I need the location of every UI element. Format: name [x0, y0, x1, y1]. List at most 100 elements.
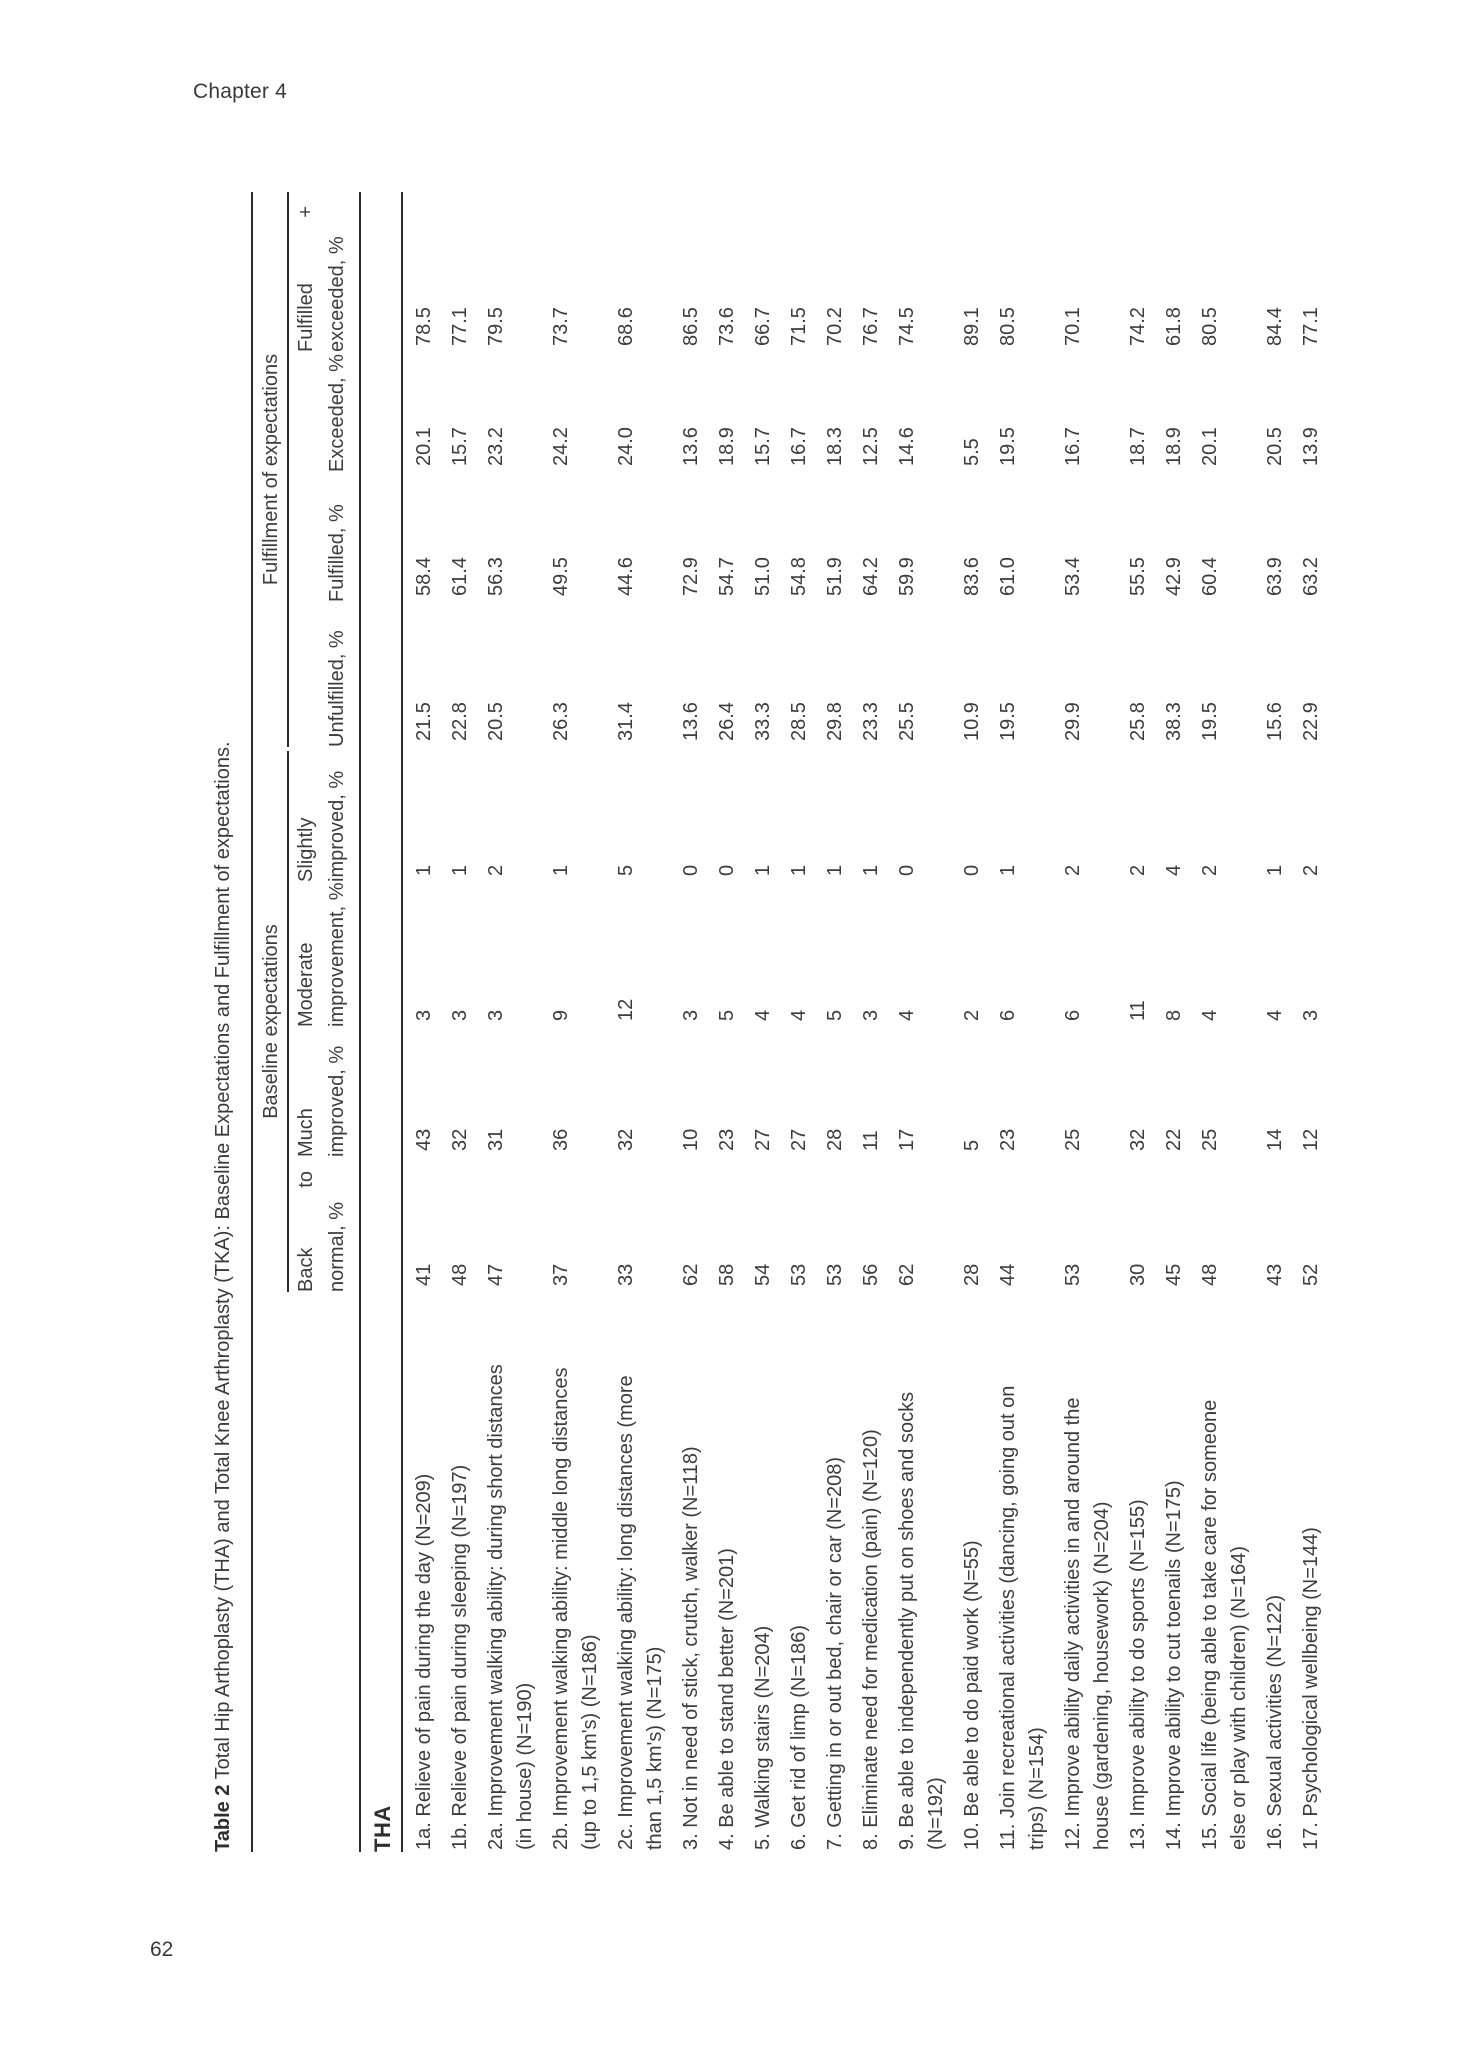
- column-header-line2: normal, %: [326, 1201, 348, 1292]
- value-cell-col6: 54.8: [788, 557, 810, 596]
- row-label-line: 10. Be able to do paid work (N=55): [961, 1540, 983, 1850]
- row-label-line: 1b. Relieve of pain during sleeping (N=1…: [449, 1464, 471, 1850]
- value-cell-col5: 23.3: [860, 702, 882, 741]
- column-header-line2: exceeded, %: [326, 236, 348, 352]
- value-cell-col6: 61.4: [449, 557, 471, 596]
- value-cell-col7: 12.5: [860, 427, 882, 466]
- table-row: 16. Sexual activities (N=122) 43 14 4 1 15.6 6…: [1254, 192, 1290, 1852]
- value-cell-col8: 80.5: [1199, 307, 1221, 346]
- value-cell-col1: 53: [824, 1263, 846, 1286]
- value-cell-col3: 3: [485, 1009, 507, 1021]
- value-cell-col5: 22.8: [449, 702, 471, 741]
- value-cell-col4: 0: [896, 864, 918, 876]
- value-cell-col8: 89.1: [961, 307, 983, 346]
- row-label: 1b. Relieve of pain during sleeping (N=1…: [446, 1292, 475, 1852]
- value-cell-col5: 25.5: [896, 702, 918, 741]
- row-label: 1a. Relieve of pain during the day (N=20…: [410, 1292, 439, 1852]
- value-cell-col7: 13.9: [1300, 427, 1322, 466]
- value-cell-col6: 49.5: [550, 557, 572, 596]
- page-number: 62: [150, 1938, 174, 1961]
- column-header-2: Much improved, %: [291, 1027, 353, 1157]
- row-label-line: 3. Not in need of stick, crutch, walker …: [680, 1446, 702, 1850]
- value-cell-col5: 19.5: [997, 702, 1019, 741]
- group-header-fulfillment: Fulfillment of expectations: [256, 192, 289, 747]
- value-cell-col5: 38.3: [1163, 702, 1185, 741]
- row-label: 13. Improve ability to do sports (N=155): [1124, 1292, 1153, 1852]
- value-cell-col6: 53.4: [1062, 557, 1084, 596]
- value-cell-col3: 4: [788, 1009, 810, 1021]
- value-cell-col4: 1: [550, 864, 572, 876]
- column-header-word: to: [295, 1171, 317, 1188]
- table-row: 14. Improve ability to cut toenails (N=1…: [1153, 192, 1189, 1852]
- column-header-line1: Moderate: [295, 942, 317, 1028]
- value-cell-col7: 18.7: [1127, 427, 1149, 466]
- value-cell-col1: 56: [860, 1263, 882, 1286]
- column-header-word: Fulfilled: [295, 283, 317, 352]
- group-header-baseline: Baseline expectations: [256, 751, 289, 1292]
- row-label: 2a. Improvement walking ability: during …: [482, 1292, 540, 1852]
- value-cell-col4: 1: [449, 864, 471, 876]
- value-cell-col8: 79.5: [485, 307, 507, 346]
- value-cell-col7: 16.7: [1062, 427, 1084, 466]
- row-label-line: 11. Join recreational activities (dancin…: [997, 1385, 1019, 1850]
- table-title: Table 2 Total Hip Arthoplasty (THA) and …: [210, 192, 236, 1852]
- value-cell-col8: 68.6: [615, 307, 637, 346]
- value-cell-col5: 29.8: [824, 702, 846, 741]
- row-label: 6. Get rid of limp (N=186): [785, 1292, 814, 1852]
- table-row: 10. Be able to do paid work (N=55) 28 5 2 0 1…: [951, 192, 987, 1852]
- value-cell-col2: 32: [615, 1128, 637, 1151]
- value-cell-col4: 5: [615, 864, 637, 876]
- value-cell-col3: 3: [1300, 1009, 1322, 1021]
- column-header-line2: improvement, %: [326, 882, 348, 1028]
- row-label-line: else or play with children) (N=164): [1228, 1545, 1250, 1850]
- value-cell-col8: 74.2: [1127, 307, 1149, 346]
- data-table: Baseline expectations Fulfillment of exp…: [251, 192, 1326, 1852]
- value-cell-col8: 70.1: [1062, 307, 1084, 346]
- column-header-spacer: [291, 1292, 353, 1852]
- row-label-line: 16. Sexual activities (N=122): [1264, 1594, 1286, 1850]
- row-label-line: (N=192): [925, 1777, 947, 1850]
- group-header-row: Baseline expectations Fulfillment of exp…: [251, 192, 289, 1852]
- value-cell-col6: 83.6: [961, 557, 983, 596]
- value-cell-col2: 28: [824, 1128, 846, 1151]
- row-label: 8. Eliminate need for medication (pain) …: [857, 1292, 886, 1852]
- row-label-line: 9. Be able to independently put on shoes…: [896, 1391, 918, 1850]
- table-title-text: Total Hip Arthoplasty (THA) and Total Kn…: [212, 741, 234, 1785]
- value-cell-col2: 14: [1264, 1128, 1286, 1151]
- value-cell-col1: 28: [961, 1263, 983, 1286]
- row-label-line: 8. Eliminate need for medication (pain) …: [860, 1429, 882, 1850]
- value-cell-col7: 24.2: [550, 427, 572, 466]
- value-cell-col3: 3: [413, 1009, 435, 1021]
- row-label-line: 2a. Improvement walking ability: during …: [485, 1364, 507, 1850]
- value-cell-col1: 41: [413, 1263, 435, 1286]
- value-cell-col4: 2: [1127, 864, 1149, 876]
- value-cell-col2: 31: [485, 1128, 507, 1151]
- value-cell-col5: 26.3: [550, 702, 572, 741]
- row-label: 2c. Improvement walking ability: long di…: [612, 1292, 670, 1852]
- value-cell-col7: 20.1: [413, 427, 435, 466]
- row-label-line: 4. Be able to stand better (N=201): [716, 1548, 738, 1850]
- column-header-line1: Slightly: [295, 817, 317, 882]
- row-label-line: 12. Improve ability daily activities in …: [1062, 1397, 1084, 1850]
- column-header-word: +: [295, 206, 317, 218]
- value-cell-col2: 23: [997, 1128, 1019, 1151]
- value-cell-col8: 73.6: [716, 307, 738, 346]
- value-cell-col3: 4: [752, 1009, 774, 1021]
- value-cell-col3: 5: [716, 1009, 738, 1021]
- value-cell-col2: 22: [1163, 1128, 1185, 1151]
- table-title-prefix: Table 2: [212, 1784, 234, 1852]
- table-row: 2c. Improvement walking ability: long di…: [605, 192, 670, 1852]
- section-label: THA: [370, 1805, 395, 1852]
- value-cell-col2: 27: [788, 1128, 810, 1151]
- value-cell-col7: 16.7: [788, 427, 810, 466]
- value-cell-col2: 12: [1300, 1128, 1322, 1151]
- value-cell-col1: 53: [1062, 1263, 1084, 1286]
- table-row: 7. Getting in or out bed, chair or car (…: [814, 192, 850, 1852]
- value-cell-col2: 32: [1127, 1128, 1149, 1151]
- value-cell-col8: 77.1: [1300, 307, 1322, 346]
- table-row: 8. Eliminate need for medication (pain) …: [850, 192, 886, 1852]
- column-headers-row: Back to normal, % Much improved, % Moderate im…: [289, 192, 361, 1852]
- value-cell-col4: 1: [413, 864, 435, 876]
- value-cell-col8: 86.5: [680, 307, 702, 346]
